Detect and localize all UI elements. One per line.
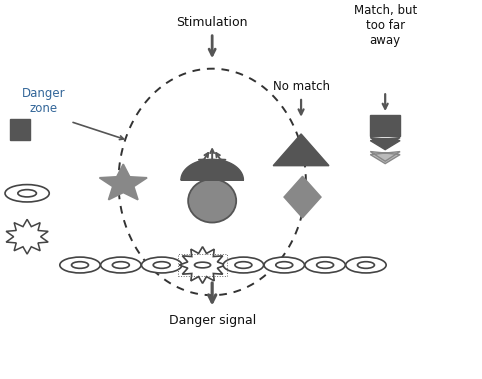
Ellipse shape bbox=[276, 262, 293, 268]
Polygon shape bbox=[99, 164, 147, 200]
Text: Match, but
too far
away: Match, but too far away bbox=[354, 5, 417, 47]
Bar bbox=[10, 119, 30, 140]
Ellipse shape bbox=[317, 262, 334, 268]
Ellipse shape bbox=[18, 190, 37, 197]
Ellipse shape bbox=[112, 262, 129, 268]
Ellipse shape bbox=[101, 257, 141, 273]
Text: Danger signal: Danger signal bbox=[169, 314, 256, 327]
Ellipse shape bbox=[346, 257, 386, 273]
Text: No match: No match bbox=[273, 80, 330, 93]
Ellipse shape bbox=[195, 262, 211, 268]
Ellipse shape bbox=[5, 185, 49, 202]
Polygon shape bbox=[6, 219, 48, 254]
Polygon shape bbox=[179, 247, 226, 283]
Text: Stimulation: Stimulation bbox=[176, 16, 248, 29]
Ellipse shape bbox=[358, 262, 375, 268]
Polygon shape bbox=[181, 159, 243, 180]
Polygon shape bbox=[284, 176, 321, 218]
Ellipse shape bbox=[60, 257, 100, 273]
Ellipse shape bbox=[142, 257, 182, 273]
Ellipse shape bbox=[235, 262, 252, 268]
Ellipse shape bbox=[71, 262, 89, 268]
Ellipse shape bbox=[188, 179, 236, 222]
Polygon shape bbox=[370, 152, 400, 164]
Bar bbox=[370, 115, 400, 136]
Ellipse shape bbox=[305, 257, 345, 273]
Bar bbox=[178, 254, 227, 276]
Ellipse shape bbox=[153, 262, 170, 268]
Text: Danger
zone: Danger zone bbox=[22, 87, 66, 115]
Polygon shape bbox=[273, 134, 329, 166]
Polygon shape bbox=[370, 138, 400, 150]
Ellipse shape bbox=[223, 257, 264, 273]
Ellipse shape bbox=[264, 257, 305, 273]
